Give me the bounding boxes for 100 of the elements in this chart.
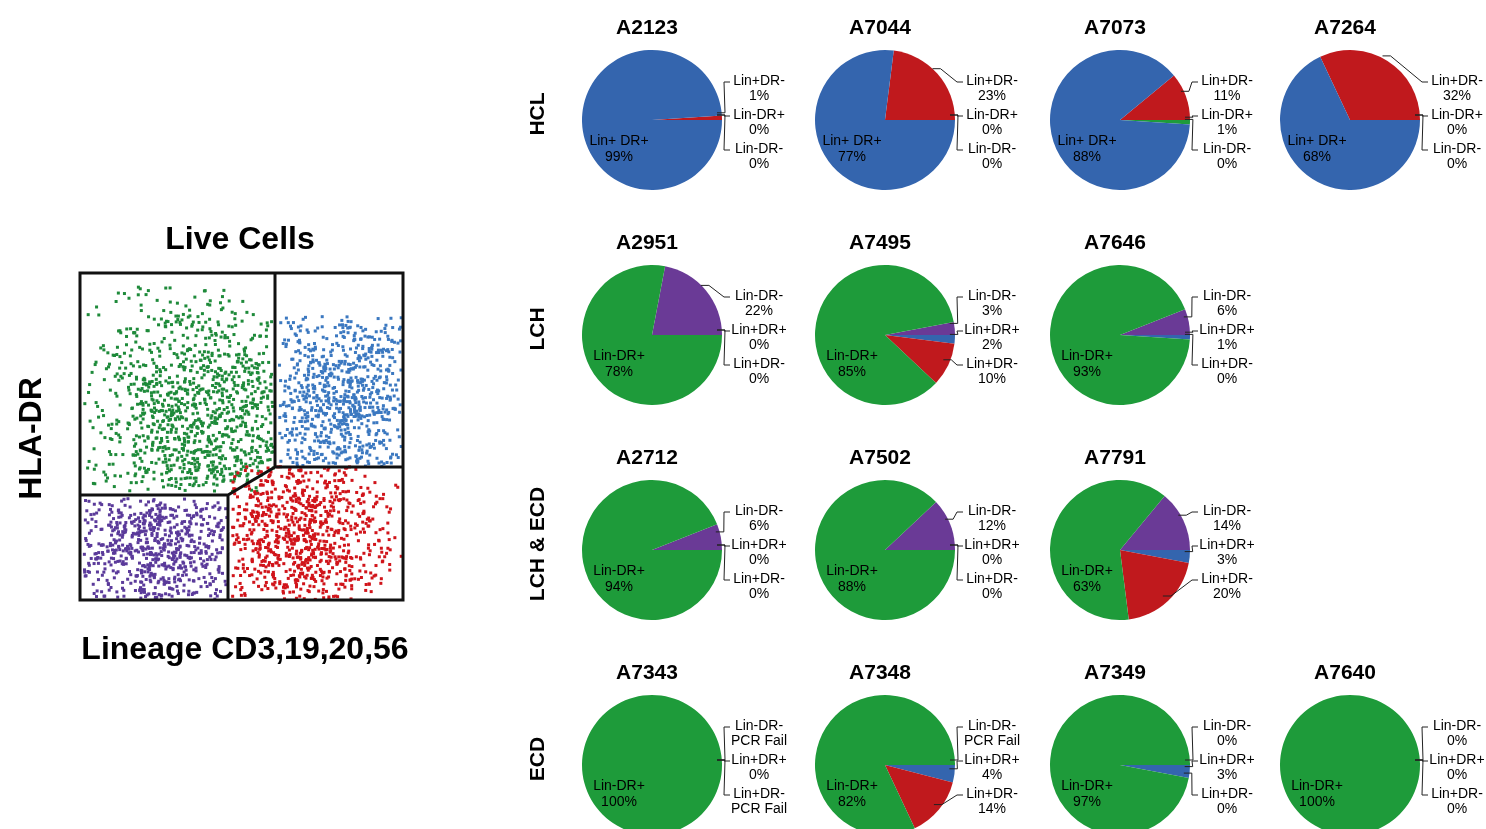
data-label: 20%: [1212, 585, 1242, 601]
slice-label: Lin-DR-: [733, 287, 785, 303]
slice-label: Lin-DR+: [592, 562, 646, 578]
slice-label: Lin-DR+: [825, 347, 879, 363]
slice-label: Lin+DR-: [1200, 72, 1254, 88]
data-label: 3%: [1215, 551, 1239, 567]
text: PCR Fail: [730, 800, 787, 816]
data-label: 85%: [837, 363, 867, 379]
slice-label: Lin-DR+: [592, 777, 646, 793]
data-label: 14%: [1212, 517, 1242, 533]
pie-slice: [1120, 309, 1190, 335]
slice-label: Lin+DR-: [965, 355, 1019, 371]
slice-label: Lin-DR+: [1200, 106, 1254, 122]
slice-label: Lin-DR+: [825, 562, 879, 578]
slice-label: Lin-DR+: [592, 347, 646, 363]
category-label: Lin-DR-: [1202, 140, 1252, 156]
data-label: 99%: [604, 148, 634, 164]
legend-label: Lin+DR+: [730, 536, 788, 552]
pie-slice: [885, 335, 955, 383]
text: 0%: [1446, 732, 1468, 748]
pie-slice: [582, 480, 722, 620]
legend-label: Lin+DR+: [730, 751, 788, 767]
data-label: 77%: [837, 148, 867, 164]
pie-slice: [1120, 550, 1190, 564]
text: 0%: [1216, 732, 1238, 748]
slice-label: Lin+ DR+: [1056, 132, 1118, 148]
text: 0%: [748, 551, 770, 567]
slice-label: Lin-DR-: [733, 502, 785, 518]
data-label: 1%: [1215, 121, 1239, 137]
slice-label: Lin+DR-: [965, 785, 1019, 801]
slice-label: Lin-DR+: [825, 777, 879, 793]
data-label: 11%: [1212, 87, 1242, 103]
data-label: 97%: [1072, 793, 1102, 809]
data-label: 12%: [977, 517, 1007, 533]
text: PCR Fail: [963, 732, 1020, 748]
legend-label: Lin-DR+: [1430, 106, 1484, 122]
chart-title: A2951: [615, 230, 679, 254]
slice-label: Lin-DR+: [1290, 777, 1344, 793]
pie-slice: [652, 524, 722, 550]
text: 0%: [981, 585, 1003, 601]
pie-slice: [1050, 480, 1165, 620]
slice-label: Lin+DR-: [732, 72, 786, 88]
chart-title: A7348: [848, 660, 912, 684]
slice-label: Lin-DR+: [1060, 562, 1114, 578]
text: 0%: [1446, 121, 1468, 137]
data-label: 14%: [977, 800, 1007, 816]
slice-label: Lin+DR-: [965, 72, 1019, 88]
chart-title: A7264: [1313, 15, 1377, 39]
text: LCH: [525, 306, 549, 353]
category-label: Lin-DR-: [1202, 717, 1252, 733]
pie-slice: [652, 266, 722, 335]
text: HCL: [525, 91, 549, 138]
text: 0%: [1446, 800, 1468, 816]
text: 0%: [748, 155, 770, 171]
data-label: 68%: [1302, 148, 1332, 164]
pie-slice: [1120, 75, 1190, 120]
chart-title: A7791: [1083, 445, 1147, 469]
slice-label: Lin+DR-: [1430, 72, 1484, 88]
legend-label: Lin+DR+: [730, 321, 788, 337]
slice-label: Lin+DR+: [1198, 751, 1256, 767]
chart-title: A7640: [1313, 660, 1377, 684]
slice-label: Lin+DR+: [963, 321, 1021, 337]
data-label: 88%: [837, 578, 867, 594]
legend-label: Lin-DR+: [732, 106, 786, 122]
category-label: Lin+DR-: [733, 570, 785, 586]
data-label: 100%: [600, 793, 638, 809]
pie-slice: [1050, 265, 1190, 405]
data-label: 3%: [980, 302, 1004, 318]
pie-slice: [1120, 496, 1190, 550]
category-label: Lin-DR-: [1432, 140, 1482, 156]
data-label: 22%: [744, 302, 774, 318]
slice-label: Lin-DR-: [966, 502, 1018, 518]
text: 0%: [748, 370, 770, 386]
data-label: 10%: [977, 370, 1007, 386]
text: 0%: [1446, 766, 1468, 782]
legend-label: Lin+DR+: [1428, 751, 1486, 767]
chart-title: A7044: [848, 15, 912, 39]
category-label: Lin+DR-: [966, 570, 1018, 586]
chart-title: A2712: [615, 445, 679, 469]
slice-label: Lin-DR+: [1060, 347, 1114, 363]
chart-title: A2123: [615, 15, 679, 39]
data-label: 6%: [1215, 302, 1239, 318]
pie-slice: [582, 265, 722, 405]
chart-title: A7343: [615, 660, 679, 684]
legend-label: Lin-DR+: [965, 106, 1019, 122]
text: ECD: [525, 735, 549, 784]
pie-slice: [815, 480, 955, 620]
category-label: Lin-DR-: [967, 717, 1017, 733]
text: 0%: [1216, 800, 1238, 816]
data-label: 23%: [977, 87, 1007, 103]
text: Lineage CD3,19,20,56: [80, 630, 410, 667]
text: HLA-DR: [11, 376, 49, 502]
category-label: Lin-DR-: [734, 717, 784, 733]
pie-slice: [1050, 50, 1190, 190]
slice-label: Lin-DR-: [1201, 502, 1253, 518]
data-label: 3%: [1215, 766, 1239, 782]
data-label: 93%: [1072, 363, 1102, 379]
slice-label: Lin+DR+: [1198, 536, 1256, 552]
data-label: 1%: [1215, 336, 1239, 352]
slice-label: Lin-DR-: [966, 287, 1018, 303]
